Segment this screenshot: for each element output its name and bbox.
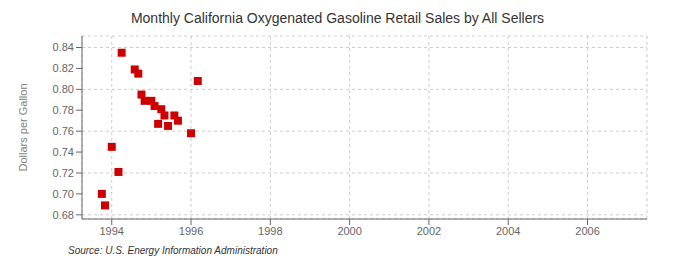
- svg-text:0.70: 0.70: [53, 188, 74, 200]
- html-text:Monthly California Oxygenated: Monthly California Oxygenated Gasoline R…: [130, 10, 545, 26]
- svg-text:2006: 2006: [575, 225, 599, 237]
- svg-text:2000: 2000: [337, 225, 361, 237]
- svg-text:0.68: 0.68: [53, 209, 74, 221]
- svg-text:1994: 1994: [99, 225, 123, 237]
- svg-text:0.76: 0.76: [53, 125, 74, 137]
- svg-text:1996: 1996: [179, 225, 203, 237]
- svg-text:0.82: 0.82: [53, 62, 74, 74]
- svg-text:2004: 2004: [496, 225, 520, 237]
- svg-text:0.84: 0.84: [53, 41, 74, 53]
- svg-text:Dollars per Gallon: Dollars per Gallon: [17, 83, 29, 171]
- svg-text:0.78: 0.78: [53, 104, 74, 116]
- svg-text:0.80: 0.80: [53, 83, 74, 95]
- svg-text:2002: 2002: [417, 225, 441, 237]
- svg-text:1998: 1998: [258, 225, 282, 237]
- svg-text:0.72: 0.72: [53, 167, 74, 179]
- svg-text:0.74: 0.74: [53, 146, 74, 158]
- html-text:Source: U.S. Energy Informatio: Source: U.S. Energy Information Administ…: [68, 245, 278, 256]
